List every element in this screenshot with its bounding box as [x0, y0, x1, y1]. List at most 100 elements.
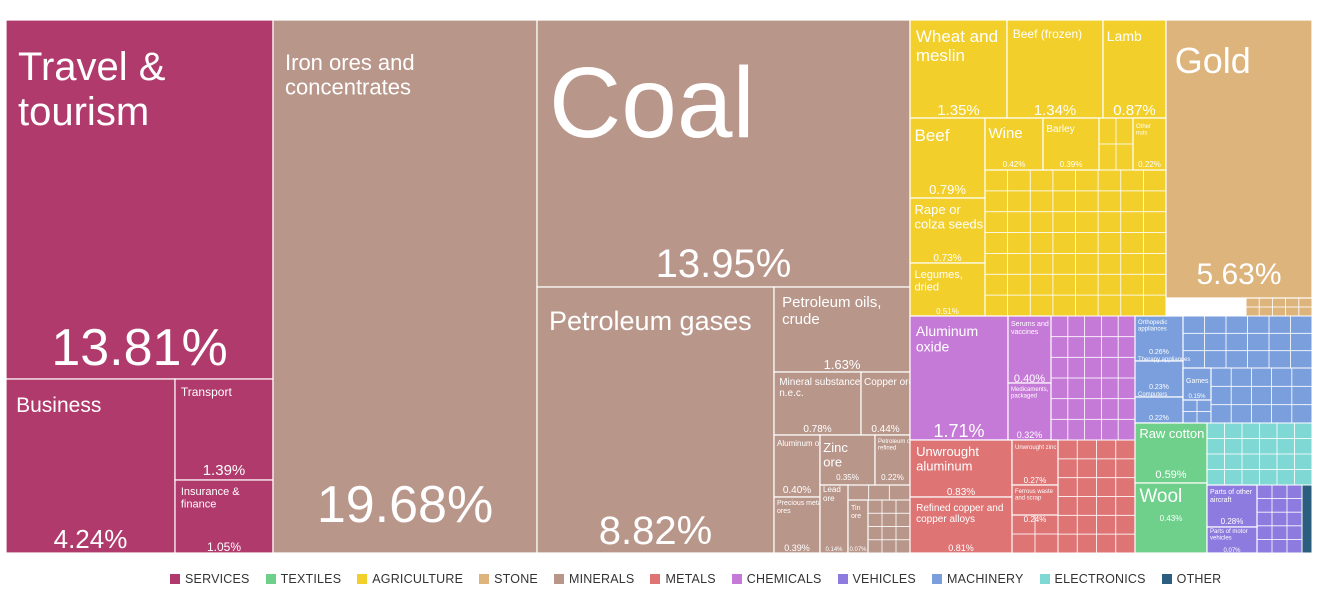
- legend-swatch: [731, 574, 742, 584]
- tile-rect: [536, 286, 775, 554]
- tile-value-zinc-ore: 0.35%: [836, 473, 859, 482]
- legend-label: MACHINERY: [946, 572, 1024, 586]
- tile-rect: [1134, 422, 1208, 484]
- tile-rect: [773, 434, 821, 498]
- tile-rect: [1165, 19, 1313, 299]
- tile-beef[interactable]: Beef 0.79%: [909, 117, 986, 199]
- tile-business[interactable]: Business 4.24%: [5, 378, 176, 554]
- tile-medicaments-packaged[interactable]: Medicaments,packaged 0.32%: [1007, 382, 1052, 441]
- tile-coal[interactable]: Coal 13.95%: [536, 19, 911, 288]
- tile-lamb[interactable]: Lamb 0.87%: [1102, 19, 1167, 119]
- tile-copper-ore[interactable]: Copper ore 0.44%: [860, 371, 914, 436]
- tile-barley[interactable]: Barley 0.39%: [1042, 117, 1100, 171]
- tile-value-medicaments-packaged: 0.32%: [1017, 430, 1043, 440]
- legend-item-agriculture[interactable]: AGRICULTURE: [357, 572, 463, 586]
- tile-insurance-finance[interactable]: Insurance &finance 1.05%: [174, 479, 274, 554]
- legend-item-electronics[interactable]: ELECTRONICS: [1039, 572, 1146, 586]
- tile-name-medicaments-packaged: packaged: [1011, 394, 1037, 400]
- tile-rect: [909, 262, 986, 317]
- tile-petroleum-gases[interactable]: Petroleum gases 8.82%: [536, 286, 775, 554]
- tile-raw-cotton[interactable]: Raw cotton 0.59%: [1134, 422, 1208, 484]
- legend-item-vehicles[interactable]: VEHICLES: [837, 572, 916, 586]
- legend-label: STONE: [494, 572, 538, 586]
- tile-name-legumes-dried: dried: [915, 281, 939, 293]
- tile-beef-frozen[interactable]: Beef (frozen) 1.34%: [1006, 19, 1104, 119]
- tile-rect: [847, 499, 869, 554]
- legend-item-minerals[interactable]: MINERALS: [553, 572, 635, 586]
- tile-name-petroleum-oils-refined: Petroleum oils,: [878, 439, 918, 445]
- tile-name-gold: Gold: [1175, 40, 1251, 81]
- tile-rect: [1011, 484, 1059, 516]
- tile-value-other-nuts: 0.22%: [1138, 160, 1161, 169]
- tile-wool[interactable]: Wool 0.43%: [1134, 482, 1208, 554]
- tile-rect: [5, 378, 176, 554]
- tile-wine[interactable]: Wine 0.42%: [984, 117, 1044, 171]
- tile-name-petroleum-oils-crude: crude: [782, 311, 820, 328]
- tile-value-beef-frozen: 1.34%: [1034, 102, 1077, 119]
- legend-label: OTHER: [1176, 572, 1222, 586]
- tile-cluster-vehicles: [1256, 484, 1303, 554]
- tile-cluster-other: [1301, 484, 1313, 554]
- tile-name-games: Games: [1186, 378, 1209, 385]
- legend-label: VEHICLES: [852, 572, 916, 586]
- tile-name-tin-ore: ore: [851, 513, 861, 520]
- tile-name-barley: Barley: [1046, 124, 1074, 135]
- legend-item-services[interactable]: SERVICES: [170, 572, 250, 586]
- tile-rect: [1182, 367, 1212, 401]
- tile-value-business: 4.24%: [54, 524, 128, 554]
- legend-swatch: [357, 574, 368, 584]
- legend-label: AGRICULTURE: [372, 572, 464, 586]
- tile-value-beef: 0.79%: [929, 182, 966, 197]
- tile-name-parts-of-other-aircraft: aircraft: [1210, 497, 1231, 504]
- tile-cluster-minerals: [847, 484, 911, 501]
- tile-name-rape-or-colza-seeds: Rape or: [915, 202, 962, 217]
- tile-legumes-dried[interactable]: Legumes,dried 0.51%: [909, 262, 986, 317]
- tile-value-lead-ore: 0.14%: [825, 547, 843, 553]
- tile-value-lamb: 0.87%: [1113, 102, 1156, 119]
- tile-transport[interactable]: Transport 1.39%: [174, 378, 274, 481]
- tile-gold[interactable]: Gold 5.63%: [1165, 19, 1313, 299]
- tile-rect: [1134, 360, 1184, 398]
- legend-label: CHEMICALS: [746, 572, 822, 586]
- tile-aluminum-ore[interactable]: Aluminum ore 0.40%: [773, 434, 827, 498]
- tile-rect: [874, 434, 911, 486]
- tile-value-unwrought-aluminum: 0.83%: [947, 487, 975, 498]
- legend-item-other[interactable]: OTHER: [1161, 572, 1222, 586]
- tile-computers[interactable]: Computers 0.22%: [1134, 392, 1184, 424]
- legend-item-chemicals[interactable]: CHEMICALS: [731, 572, 822, 586]
- legend-item-metals[interactable]: METALS: [650, 572, 716, 586]
- tile-name-insurance-finance: Insurance &: [181, 486, 240, 498]
- legend-label: TEXTILES: [280, 572, 342, 586]
- legend-item-machinery[interactable]: MACHINERY: [931, 572, 1024, 586]
- tile-petroleum-oils-crude[interactable]: Petroleum oils,crude 1.63%: [773, 286, 911, 373]
- tile-name-aluminum-ore: Aluminum ore: [777, 439, 827, 448]
- tile-name-refined-copper-and-copper-alloys: copper alloys: [916, 514, 975, 525]
- tile-therapy-appliances[interactable]: Therapy appliances 0.23%: [1134, 357, 1190, 398]
- tile-games[interactable]: Games 0.15%: [1182, 367, 1212, 401]
- tile-rect: [174, 378, 274, 481]
- tile-name-petroleum-gases: Petroleum gases: [549, 306, 752, 336]
- legend-item-stone[interactable]: STONE: [479, 572, 538, 586]
- tile-travel-tourism[interactable]: Travel &tourism 13.81%: [5, 19, 274, 380]
- tile-value-raw-cotton: 0.59%: [1155, 469, 1186, 481]
- legend-item-textiles[interactable]: TEXTILES: [265, 572, 342, 586]
- tile-petroleum-oils-refined[interactable]: Petroleum oils,refined 0.22%: [874, 434, 918, 486]
- tile-unwrought-zinc[interactable]: Unwrought zinc 0.27%: [1011, 439, 1059, 486]
